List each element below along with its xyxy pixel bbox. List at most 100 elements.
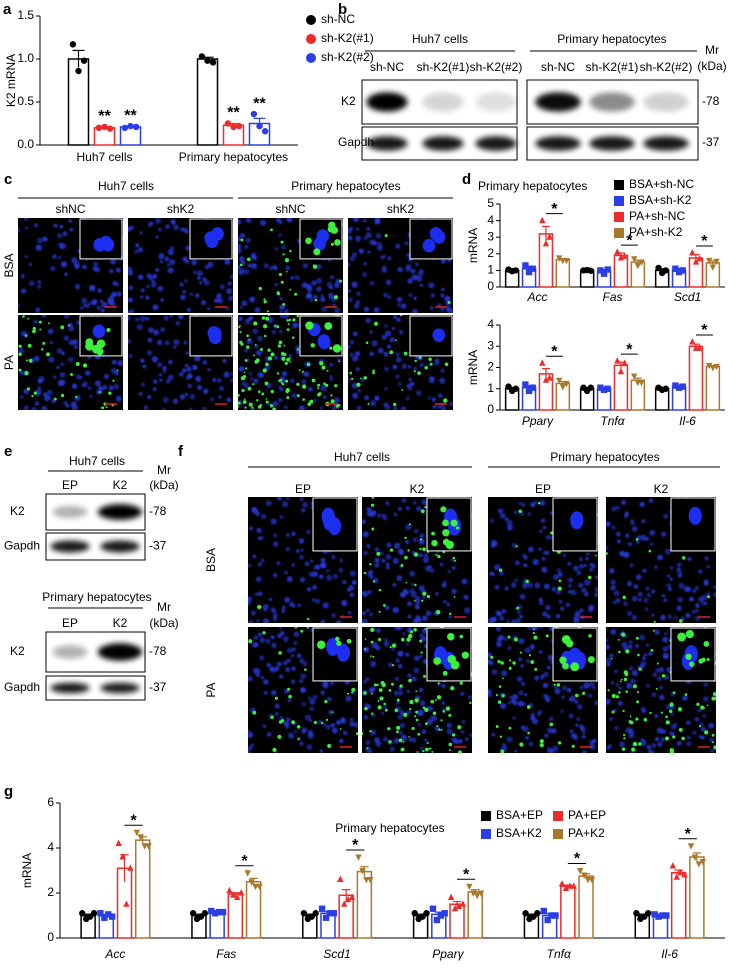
lipid-droplet xyxy=(698,725,702,728)
bar xyxy=(467,891,483,939)
lipid-droplet xyxy=(458,750,462,753)
nucleus xyxy=(283,315,290,319)
nucleus xyxy=(157,285,164,292)
size-marker: -37 xyxy=(149,539,167,553)
lipid-droplet xyxy=(424,707,429,712)
micrograph xyxy=(488,497,598,623)
nucleus xyxy=(575,723,579,727)
nucleus xyxy=(635,643,639,648)
inset-droplet xyxy=(442,519,449,527)
nucleus xyxy=(408,377,412,382)
lane-label: K2 xyxy=(113,616,128,630)
nucleus xyxy=(424,738,428,743)
nucleus xyxy=(443,580,447,584)
lipid-droplet xyxy=(274,324,277,327)
nucleus xyxy=(253,378,259,384)
lipid-droplet xyxy=(289,288,292,291)
nucleus xyxy=(143,405,149,410)
nucleus xyxy=(411,582,415,587)
nucleus xyxy=(270,690,277,696)
nucleus xyxy=(578,724,584,729)
lipid-droplet xyxy=(582,691,586,695)
nucleus xyxy=(384,605,390,611)
lipid-droplet xyxy=(669,749,675,753)
lipid-droplet xyxy=(75,362,80,367)
lipid-droplet xyxy=(25,359,28,362)
lipid-droplet xyxy=(648,549,652,553)
lipid-droplet xyxy=(512,661,516,665)
nucleus xyxy=(362,519,366,525)
nucleus xyxy=(591,738,597,744)
nucleus xyxy=(179,394,186,400)
nucleus xyxy=(23,405,29,410)
nucleus xyxy=(23,218,29,221)
lipid-droplet xyxy=(445,706,451,711)
lipid-droplet xyxy=(417,371,421,375)
nucleus xyxy=(488,692,493,698)
blot-band xyxy=(50,540,90,553)
nucleus xyxy=(568,584,572,588)
lipid-droplet xyxy=(426,741,429,745)
nucleus xyxy=(553,685,558,690)
nucleus xyxy=(313,398,317,403)
nucleus xyxy=(259,219,267,226)
nucleus xyxy=(189,393,195,400)
nucleus xyxy=(419,700,426,707)
nucleus xyxy=(306,286,313,293)
nucleus xyxy=(63,315,70,319)
nucleus xyxy=(291,603,296,608)
lipid-droplet xyxy=(286,328,290,332)
nucleus xyxy=(542,525,547,530)
nucleus xyxy=(545,698,550,703)
nucleus xyxy=(325,724,331,730)
nucleus xyxy=(170,219,176,225)
nucleus xyxy=(541,611,548,617)
nucleus xyxy=(628,640,633,645)
data-point xyxy=(75,67,82,75)
nucleus xyxy=(255,576,262,583)
lipid-droplet xyxy=(75,395,78,399)
nucleus xyxy=(153,379,158,384)
lipid-droplet xyxy=(364,638,367,640)
nucleus xyxy=(302,502,309,508)
nucleus xyxy=(392,557,399,564)
inset xyxy=(670,497,716,552)
data-point xyxy=(344,895,352,903)
inset-nucleus xyxy=(92,324,106,339)
nucleus xyxy=(522,725,529,732)
lipid-droplet xyxy=(558,579,562,583)
nucleus xyxy=(329,285,334,289)
nucleus xyxy=(419,746,424,751)
lipid-droplet xyxy=(297,737,300,741)
nucleus xyxy=(182,256,188,262)
nucleus xyxy=(301,701,306,707)
nucleus xyxy=(293,730,298,734)
nucleus xyxy=(329,362,334,367)
nucleus xyxy=(514,560,520,566)
nucleus xyxy=(64,272,68,277)
nucleus xyxy=(365,608,370,613)
nucleus xyxy=(395,374,400,379)
data-point xyxy=(145,843,152,850)
data-point xyxy=(256,122,263,130)
inset-droplet xyxy=(450,519,458,527)
nucleus xyxy=(177,315,184,319)
nucleus xyxy=(155,218,162,224)
legend-swatch xyxy=(614,228,624,238)
lipid-droplet xyxy=(638,667,642,671)
nucleus xyxy=(293,631,300,638)
nucleus xyxy=(404,652,410,657)
size-marker: -78 xyxy=(149,644,167,658)
nucleus xyxy=(245,237,251,243)
nucleus xyxy=(625,533,630,538)
nucleus xyxy=(69,227,74,232)
nucleus xyxy=(581,730,586,734)
nucleus xyxy=(501,608,507,614)
nucleus xyxy=(341,717,346,722)
lipid-droplet xyxy=(27,343,32,348)
nucleus xyxy=(638,634,646,641)
lipid-droplet xyxy=(388,740,392,744)
lipid-droplet xyxy=(26,387,31,391)
nucleus xyxy=(666,573,671,578)
nucleus xyxy=(352,691,357,696)
